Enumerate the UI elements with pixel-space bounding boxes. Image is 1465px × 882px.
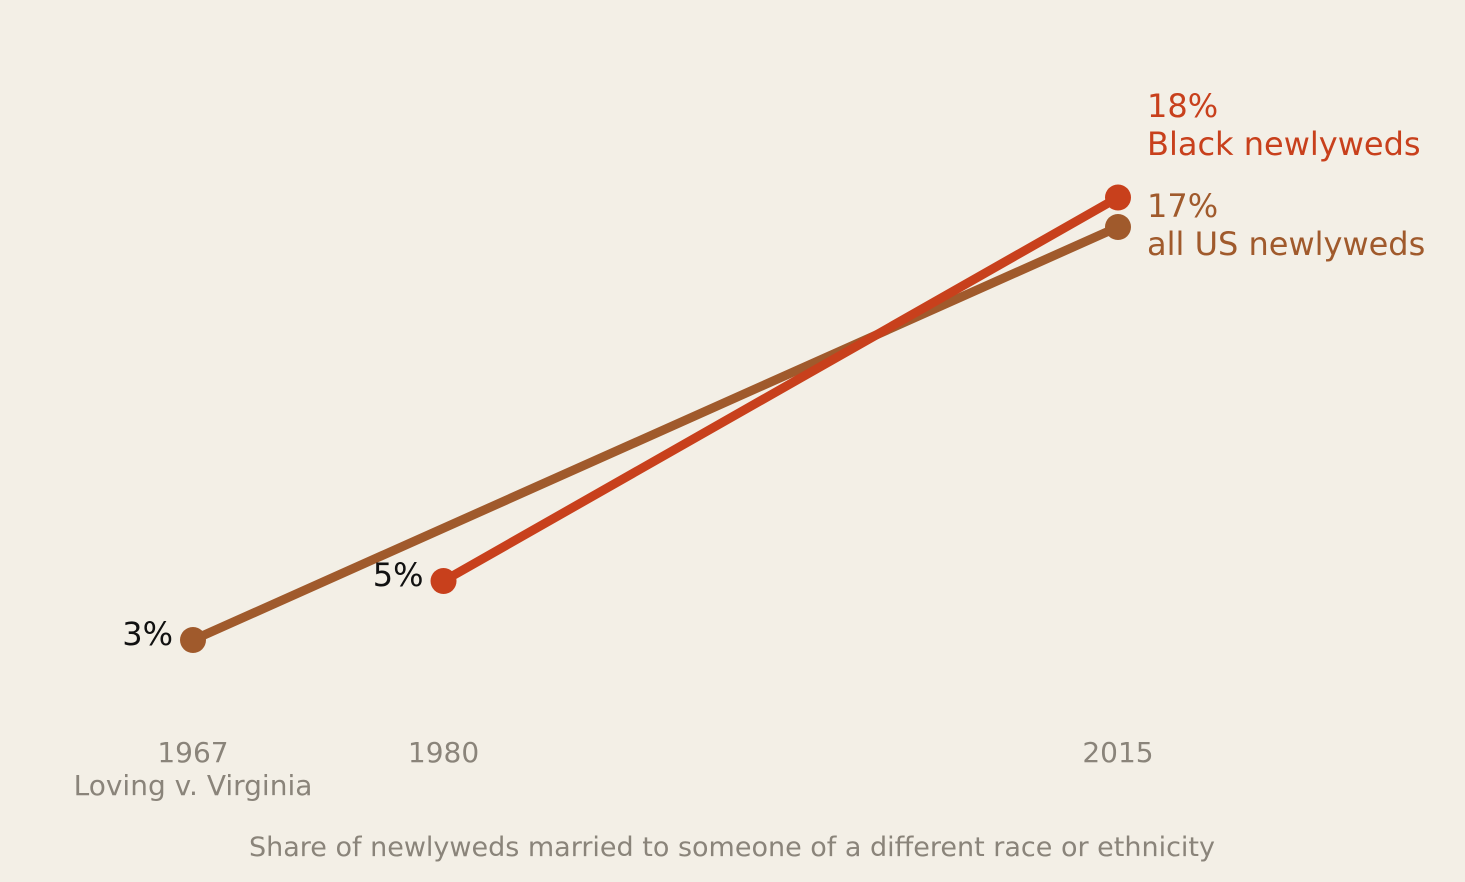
x-tick-label-1980: 1980 (408, 736, 479, 769)
series-black (430, 184, 1131, 594)
series-all-us (180, 214, 1131, 653)
series-line-black (439, 193, 1123, 586)
x-tick-label-1967: 1967 (157, 736, 228, 769)
end-name-label-all-us: all US newlyweds (1147, 225, 1425, 263)
series-line-all-us (188, 222, 1123, 645)
data-point-black-2015 (1105, 184, 1131, 211)
data-point-all-us-1967 (180, 627, 206, 653)
data-point-all-us-2015 (1105, 214, 1131, 240)
end-value-label-all-us: 17% (1147, 187, 1218, 225)
start-label-black: 5% (373, 556, 424, 594)
end-name-label-black: Black newlyweds (1147, 125, 1421, 163)
end-value-label-black: 18% (1147, 87, 1218, 125)
chart-caption: Share of newlyweds married to someone of… (249, 832, 1215, 863)
data-point-black-1980 (430, 568, 457, 594)
start-label-all-us: 3% (122, 615, 173, 653)
x-tick-label-2015: 2015 (1082, 736, 1153, 769)
x-tick-note: Loving v. Virginia (74, 769, 313, 802)
